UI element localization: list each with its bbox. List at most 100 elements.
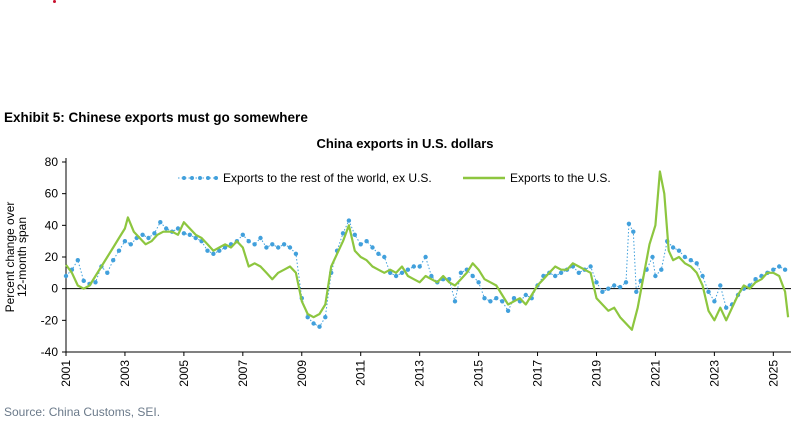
data-point [782,267,788,272]
data-point [105,270,110,275]
data-point [75,258,81,263]
data-point [682,254,688,260]
data-point [777,264,782,269]
data-point [588,264,593,269]
data-point [252,242,257,247]
data-point [270,242,275,247]
chart-title: China exports in U.S. dollars [317,136,494,151]
data-point [364,239,369,244]
y-axis-label-line: 12-month span [15,217,29,297]
data-point [659,267,664,272]
data-point [500,299,505,304]
data-point [287,245,293,250]
data-point [205,248,210,253]
series-layer [63,170,790,331]
data-point [358,242,363,247]
data-point [122,239,128,244]
legend-label-rest-of-world: Exports to the rest of the world, ex U.S… [223,171,432,185]
y-axis-label-line: Percent change over [3,202,17,313]
x-tick-label: 2019 [589,360,603,387]
x-tick-label: 2021 [648,360,662,387]
data-point [376,251,381,256]
x-tick-label: 2025 [766,360,780,387]
data-point [152,231,157,236]
data-point [670,245,676,250]
data-point [523,292,528,298]
data-point [458,270,464,275]
data-point [116,248,122,253]
data-point [558,270,564,275]
data-point [634,289,639,294]
data-point [476,280,481,285]
x-tick-label: 2013 [413,360,427,387]
data-point [417,264,422,269]
x-tick-label: 2009 [295,360,309,387]
data-point [246,239,251,244]
legend-marker [206,176,210,180]
data-point [511,296,517,301]
legend-marker [182,176,186,180]
data-point [393,273,399,279]
data-point [63,273,69,279]
data-point [470,273,475,279]
data-point [626,221,632,226]
data-point [217,248,222,253]
data-point [264,245,269,250]
data-point [688,258,693,263]
data-point [340,231,346,236]
data-point [405,267,411,272]
series-line [65,219,786,328]
data-point [293,251,299,256]
x-tick-label: 2001 [59,360,73,387]
data-point [317,324,322,329]
legend-label-us: Exports to the U.S. [510,171,611,185]
data-point [128,242,133,247]
data-point [346,218,352,223]
data-point [187,232,192,237]
data-point [399,270,405,275]
data-point [81,278,86,283]
data-point [724,305,729,310]
data-point [771,267,776,272]
series-us [65,170,790,331]
data-point [700,273,705,279]
data-point [423,254,428,260]
data-point [382,254,387,260]
data-point [222,245,228,250]
data-point [650,254,655,260]
data-point [281,242,287,247]
data-point [694,261,699,266]
data-point [323,315,328,320]
legend-marker [214,176,218,180]
data-point [140,232,145,237]
data-point [370,245,375,250]
source-note: Source: China Customs, SEI. [4,405,161,419]
legend: Exports to the rest of the world, ex U.S… [178,171,611,185]
data-point [429,273,434,279]
data-point [305,315,310,320]
data-point [753,277,758,282]
legend-marker [198,176,202,180]
data-point [146,235,151,241]
data-point [388,270,393,275]
data-point [164,226,169,231]
x-tick-label: 2017 [531,360,545,387]
exhibit-title: Exhibit 5: Chinese exports must go somew… [4,110,308,125]
data-point [111,258,116,263]
data-point [594,280,599,285]
data-point [311,321,316,326]
data-point [612,283,617,288]
data-point [93,280,98,285]
data-point [482,296,487,301]
data-point [276,245,281,250]
data-point [240,232,245,237]
data-point [706,289,711,294]
data-point [676,248,682,253]
data-point [606,286,611,291]
data-point [576,270,581,275]
data-point [452,299,458,304]
series-line [65,170,790,331]
y-tick-label: -40 [41,345,59,359]
data-point [488,299,493,304]
